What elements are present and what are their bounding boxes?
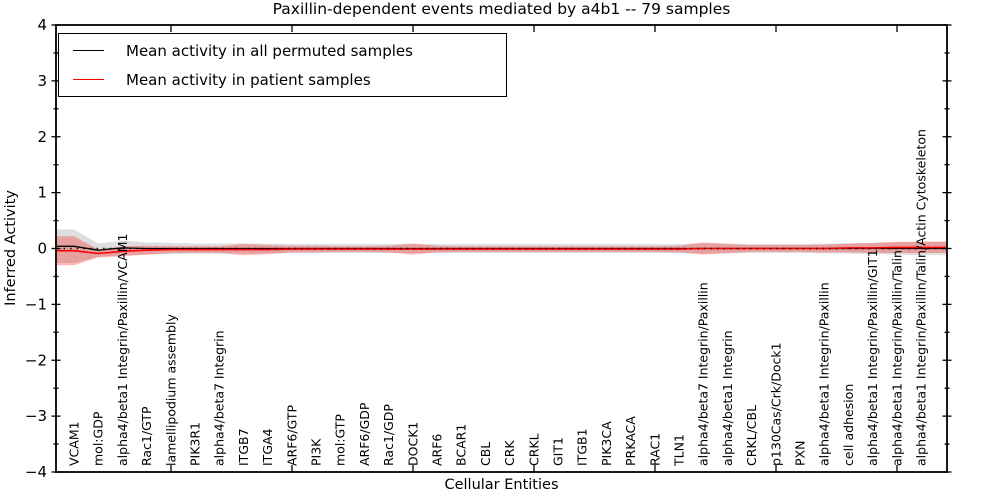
y-tick-label: 4 xyxy=(37,16,47,34)
x-tick-label: ITGB7 xyxy=(236,428,251,466)
x-tick-label: PI3K xyxy=(309,438,324,466)
y-tick-label: 3 xyxy=(37,72,47,90)
legend-label: Mean activity in patient samples xyxy=(126,70,371,89)
x-tick-label: alpha4/beta7 Integrin/Paxillin xyxy=(696,282,711,466)
legend-box: Mean activity in all permuted samples Me… xyxy=(58,33,507,97)
x-tick-label: ARF6/GTP xyxy=(284,405,299,466)
x-tick-label: alpha4/beta1 Integrin/Paxillin xyxy=(817,282,832,466)
x-tick-label: PIK3R1 xyxy=(188,422,203,466)
x-tick-label: DOCK1 xyxy=(405,422,420,466)
x-tick-label: CBL xyxy=(478,442,493,466)
y-tick-label: 0 xyxy=(37,240,47,258)
y-tick-label: −1 xyxy=(25,295,47,313)
x-tick-label: alpha4/beta1 Integrin/Paxillin/Talin xyxy=(889,250,904,466)
y-tick-label: 2 xyxy=(37,128,47,146)
x-tick-label: lamellipodium assembly xyxy=(163,314,178,466)
x-tick-label: alpha4/beta1 Integrin/Paxillin/Talin/Act… xyxy=(914,129,929,466)
x-tick-label: PXN xyxy=(793,441,808,466)
x-tick-label: PIK3CA xyxy=(599,421,614,466)
x-tick-label: mol:GTP xyxy=(333,414,348,466)
x-tick-label: p130Cas/Crk/Dock1 xyxy=(768,342,783,466)
x-tick-label: CRKL xyxy=(526,433,541,466)
x-tick-label: alpha4/beta1 Integrin/Paxillin/GIT1 xyxy=(865,249,880,466)
y-tick-label: −4 xyxy=(25,463,47,481)
chart-title: Paxillin-dependent events mediated by a4… xyxy=(272,0,731,18)
x-axis-title: Cellular Entities xyxy=(444,477,559,493)
x-tick-label: CRK xyxy=(502,440,517,466)
patient-std-band xyxy=(57,236,946,266)
x-tick-label: alpha4/beta7 Integrin xyxy=(212,330,227,466)
x-tick-label: alpha4/beta1 Integrin xyxy=(720,330,735,466)
permuted-std-band xyxy=(57,229,946,263)
legend-entry-patient: Mean activity in patient samples xyxy=(59,65,506,94)
legend-entry-permuted: Mean activity in all permuted samples xyxy=(59,36,506,65)
x-tick-label: VCAM1 xyxy=(67,421,82,466)
x-tick-label: Rac1/GTP xyxy=(139,406,154,466)
x-tick-label: mol:GDP xyxy=(91,411,106,466)
y-tick-label: −3 xyxy=(25,407,47,425)
x-tick-label: Rac1/GDP xyxy=(381,404,396,466)
x-tick-label: ITGB1 xyxy=(575,428,590,466)
x-tick-label: ITGA4 xyxy=(260,428,275,466)
x-tick-label: PRKACA xyxy=(623,416,638,466)
y-axis-title: Inferred Activity xyxy=(3,190,19,306)
x-tick-label: cell adhesion xyxy=(841,384,856,466)
x-tick-label: ARF6 xyxy=(430,434,445,466)
y-tick-label: 1 xyxy=(37,184,47,202)
x-tick-label: ARF6/GDP xyxy=(357,402,372,466)
x-tick-label: BCAR1 xyxy=(454,424,469,466)
x-tick-label: RAC1 xyxy=(647,433,662,466)
legend-label: Mean activity in all permuted samples xyxy=(126,41,413,60)
patient-mean-line xyxy=(57,246,946,255)
x-tick-label: GIT1 xyxy=(551,437,566,466)
x-tick-label: CRKL/CBL xyxy=(744,405,759,466)
y-tick-label: −2 xyxy=(25,351,47,369)
x-tick-label: TLN1 xyxy=(672,434,687,467)
legend-line-sample-black xyxy=(73,50,104,51)
x-tick-label: alpha4/beta1 Integrin/Paxillin/VCAM1 xyxy=(115,234,130,466)
legend-line-sample-red xyxy=(73,79,104,80)
